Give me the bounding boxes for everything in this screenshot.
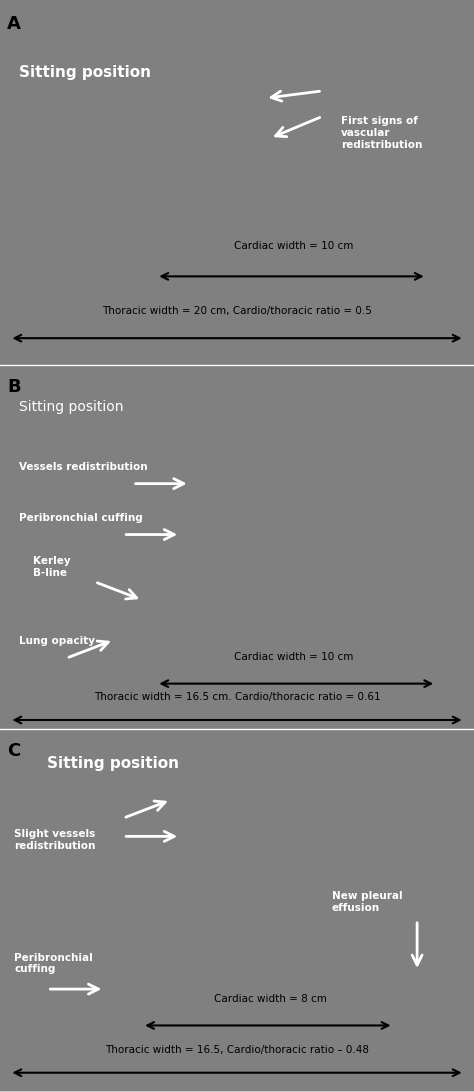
Text: Sitting position: Sitting position [19,66,151,81]
Text: A: A [7,14,21,33]
Text: Sitting position: Sitting position [19,400,123,414]
Text: C: C [7,741,20,760]
Text: Cardiac width = 10 cm: Cardiac width = 10 cm [234,652,354,662]
Text: Vessels redistribution: Vessels redistribution [19,462,147,472]
Text: Cardiac width = 10 cm: Cardiac width = 10 cm [234,241,354,251]
Text: Sitting position: Sitting position [47,757,179,771]
Text: Thoracic width = 20 cm, Cardio/thoracic ratio = 0.5: Thoracic width = 20 cm, Cardio/thoracic … [102,307,372,317]
Text: Kerley
B-line: Kerley B-line [33,556,71,578]
Text: First signs of
vascular
redistribution: First signs of vascular redistribution [341,117,423,150]
Text: New pleural
effusion: New pleural effusion [332,891,402,913]
Text: Peribronchial
cuffing: Peribronchial cuffing [14,952,93,974]
Text: Lung opacity: Lung opacity [19,637,95,646]
Text: Thoracic width = 16.5, Cardio/thoracic ratio – 0.48: Thoracic width = 16.5, Cardio/thoracic r… [105,1045,369,1055]
Text: Thoracic width = 16.5 cm. Cardio/thoracic ratio = 0.61: Thoracic width = 16.5 cm. Cardio/thoraci… [94,692,380,702]
Text: B: B [7,378,21,396]
Text: Peribronchial cuffing: Peribronchial cuffing [19,513,143,523]
Text: Cardiac width = 8 cm: Cardiac width = 8 cm [214,994,327,1004]
Text: Slight vessels
redistribution: Slight vessels redistribution [14,829,96,851]
